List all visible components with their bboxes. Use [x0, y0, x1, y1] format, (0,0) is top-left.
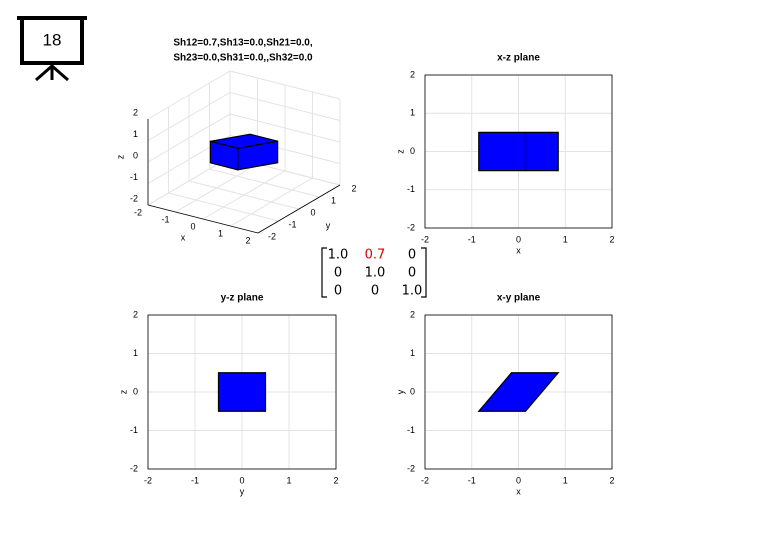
y-axis-label: z — [395, 149, 405, 154]
shape — [477, 372, 560, 412]
matrix-cell: 1.0 — [328, 248, 349, 263]
matrix-cell: 1.0 — [365, 266, 386, 281]
grid-line — [147, 70, 231, 120]
y-tick-label: 2 — [351, 183, 356, 193]
grid-line — [229, 70, 341, 100]
matrix-cell: 0.7 — [365, 248, 386, 263]
chart-title: x-z plane — [497, 53, 540, 64]
grid-line — [147, 156, 231, 206]
x-tick-label: -1 — [468, 475, 476, 485]
y-tick-label: 1 — [410, 348, 415, 358]
grid-line — [147, 92, 231, 141]
z-tick-label: -1 — [130, 172, 138, 182]
x-tick-label: 2 — [609, 475, 614, 485]
x-tick-label: 1 — [563, 475, 568, 485]
z-tick-label: -2 — [130, 193, 138, 203]
y-tick-label: 1 — [133, 348, 138, 358]
matrix-cell: 0 — [334, 284, 342, 299]
y-tick-label: -1 — [288, 219, 296, 229]
matrix-cell: 0 — [334, 266, 342, 281]
y-tick-label: -2 — [268, 231, 276, 241]
x-tick-label: 0 — [516, 475, 521, 485]
x-tick-label: 1 — [218, 228, 223, 238]
x-tick-label: 2 — [333, 475, 338, 485]
y-tick-label: -2 — [130, 463, 138, 473]
x-axis-label: y — [240, 486, 245, 496]
shape-face — [210, 133, 278, 149]
matrix-cell: 0 — [371, 284, 379, 299]
shape — [217, 372, 267, 412]
x-tick-label: 1 — [286, 475, 291, 485]
x-tick-label: 0 — [239, 475, 244, 485]
matrix-cell: 0 — [408, 248, 416, 263]
y-tick-label: -1 — [407, 425, 415, 435]
axes-box — [424, 74, 613, 229]
z-tick-label: 1 — [133, 129, 138, 139]
y-axis-label: y — [395, 389, 405, 394]
grid-line — [188, 180, 300, 210]
chart-title: Sh23=0.0,Sh31=0.0,,Sh32=0.0 — [173, 53, 313, 64]
y-axis-label: y — [326, 220, 331, 230]
y-tick-label: -2 — [407, 222, 415, 232]
x-tick-label: 2 — [609, 234, 614, 244]
x-tick-label: -1 — [468, 234, 476, 244]
x-tick-label: -1 — [191, 475, 199, 485]
x-tick-label: -2 — [144, 475, 152, 485]
y-axis-line — [257, 184, 341, 234]
chart-title: x-y plane — [497, 293, 541, 304]
y-axis-label: z — [118, 389, 128, 394]
y-tick-label: -1 — [407, 184, 415, 194]
x-tick-label: -2 — [134, 207, 142, 217]
x-tick-label: -1 — [161, 214, 169, 224]
x-tick-label: -2 — [421, 475, 429, 485]
shape — [478, 131, 559, 172]
x-tick-label: -2 — [421, 234, 429, 244]
slide-icon — [17, 16, 87, 82]
z-tick-label: 2 — [133, 107, 138, 117]
axes-box — [147, 314, 337, 470]
y-tick-label: 1 — [331, 195, 336, 205]
x-tick-label: 0 — [190, 221, 195, 231]
z-axis-label: z — [115, 154, 125, 159]
chart-title: y-z plane — [221, 293, 264, 304]
slide-number: 18 — [43, 30, 62, 49]
y-tick-label: 2 — [133, 309, 138, 319]
y-tick-label: 0 — [410, 386, 415, 396]
x-tick-label: 1 — [563, 234, 568, 244]
grid-line — [229, 113, 341, 143]
matrix-brackets — [321, 247, 427, 298]
y-tick-label: 1 — [410, 108, 415, 118]
axes-box — [424, 314, 613, 470]
x-tick-label: 0 — [516, 234, 521, 244]
y-tick-label: 0 — [310, 207, 315, 217]
z-tick-label: 0 — [133, 150, 138, 160]
matrix-cell: 0 — [408, 266, 416, 281]
x-axis-label: x — [516, 245, 521, 255]
y-tick-label: 2 — [410, 309, 415, 319]
chart-title: Sh12=0.7,Sh13=0.0,Sh21=0.0, — [173, 38, 312, 49]
matrix-cell: 1.0 — [402, 284, 423, 299]
grid-line — [209, 168, 320, 198]
grid-line — [229, 92, 341, 121]
y-tick-label: 0 — [410, 146, 415, 156]
grid-line — [147, 113, 231, 163]
y-tick-label: -1 — [130, 425, 138, 435]
x-axis-label: x — [181, 232, 186, 242]
y-tick-label: 2 — [410, 69, 415, 79]
y-tick-label: -2 — [407, 463, 415, 473]
x-tick-label: 2 — [245, 235, 250, 245]
y-tick-label: 0 — [133, 386, 138, 396]
x-axis-line — [147, 204, 259, 234]
x-axis-label: x — [516, 486, 521, 496]
grid-line — [168, 192, 279, 222]
